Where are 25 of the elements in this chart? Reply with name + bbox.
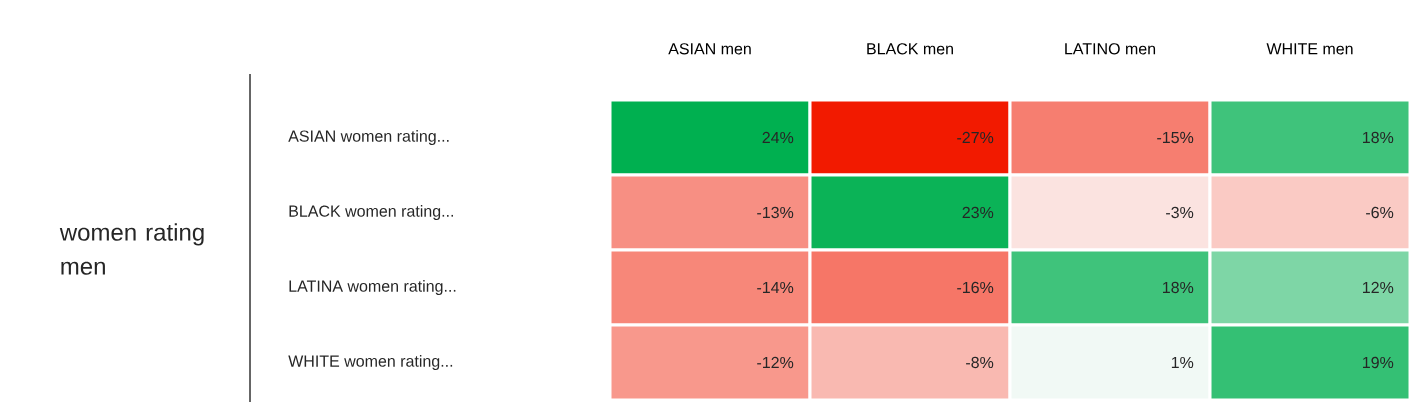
x-tick-label: BLACK men [867,43,953,55]
data-label: -16% [957,281,994,294]
data-label: 24% [762,131,794,144]
data-label: -6% [1366,206,1394,219]
data-label: -3% [1166,206,1194,219]
data-label: -12% [757,356,794,369]
data-label: -14% [757,281,794,294]
data-label: -27% [957,131,994,144]
data-label: 19% [1363,356,1394,369]
data-label: 12% [1363,281,1394,294]
data-label: 1% [1171,356,1194,369]
y-axis-title: women rating men [59,223,204,275]
data-label: -15% [1157,131,1194,144]
y-tick-label: BLACK women rating... [289,205,454,220]
x-tick-label: WHITE men [1266,43,1353,55]
y-tick-label: WHITE women rating... [288,355,453,370]
x-tick-label: LATINO men [1065,43,1156,55]
data-label: -8% [966,356,994,369]
data-label: 23% [962,206,994,219]
y-tick-label: ASIAN women rating... [288,130,449,145]
data-label: -13% [757,206,794,219]
x-tick-label: ASIAN men [668,43,751,55]
data-label: 18% [1163,281,1194,294]
y-tick-label: LATINA women rating... [289,280,456,295]
data-label: 18% [1363,131,1394,144]
